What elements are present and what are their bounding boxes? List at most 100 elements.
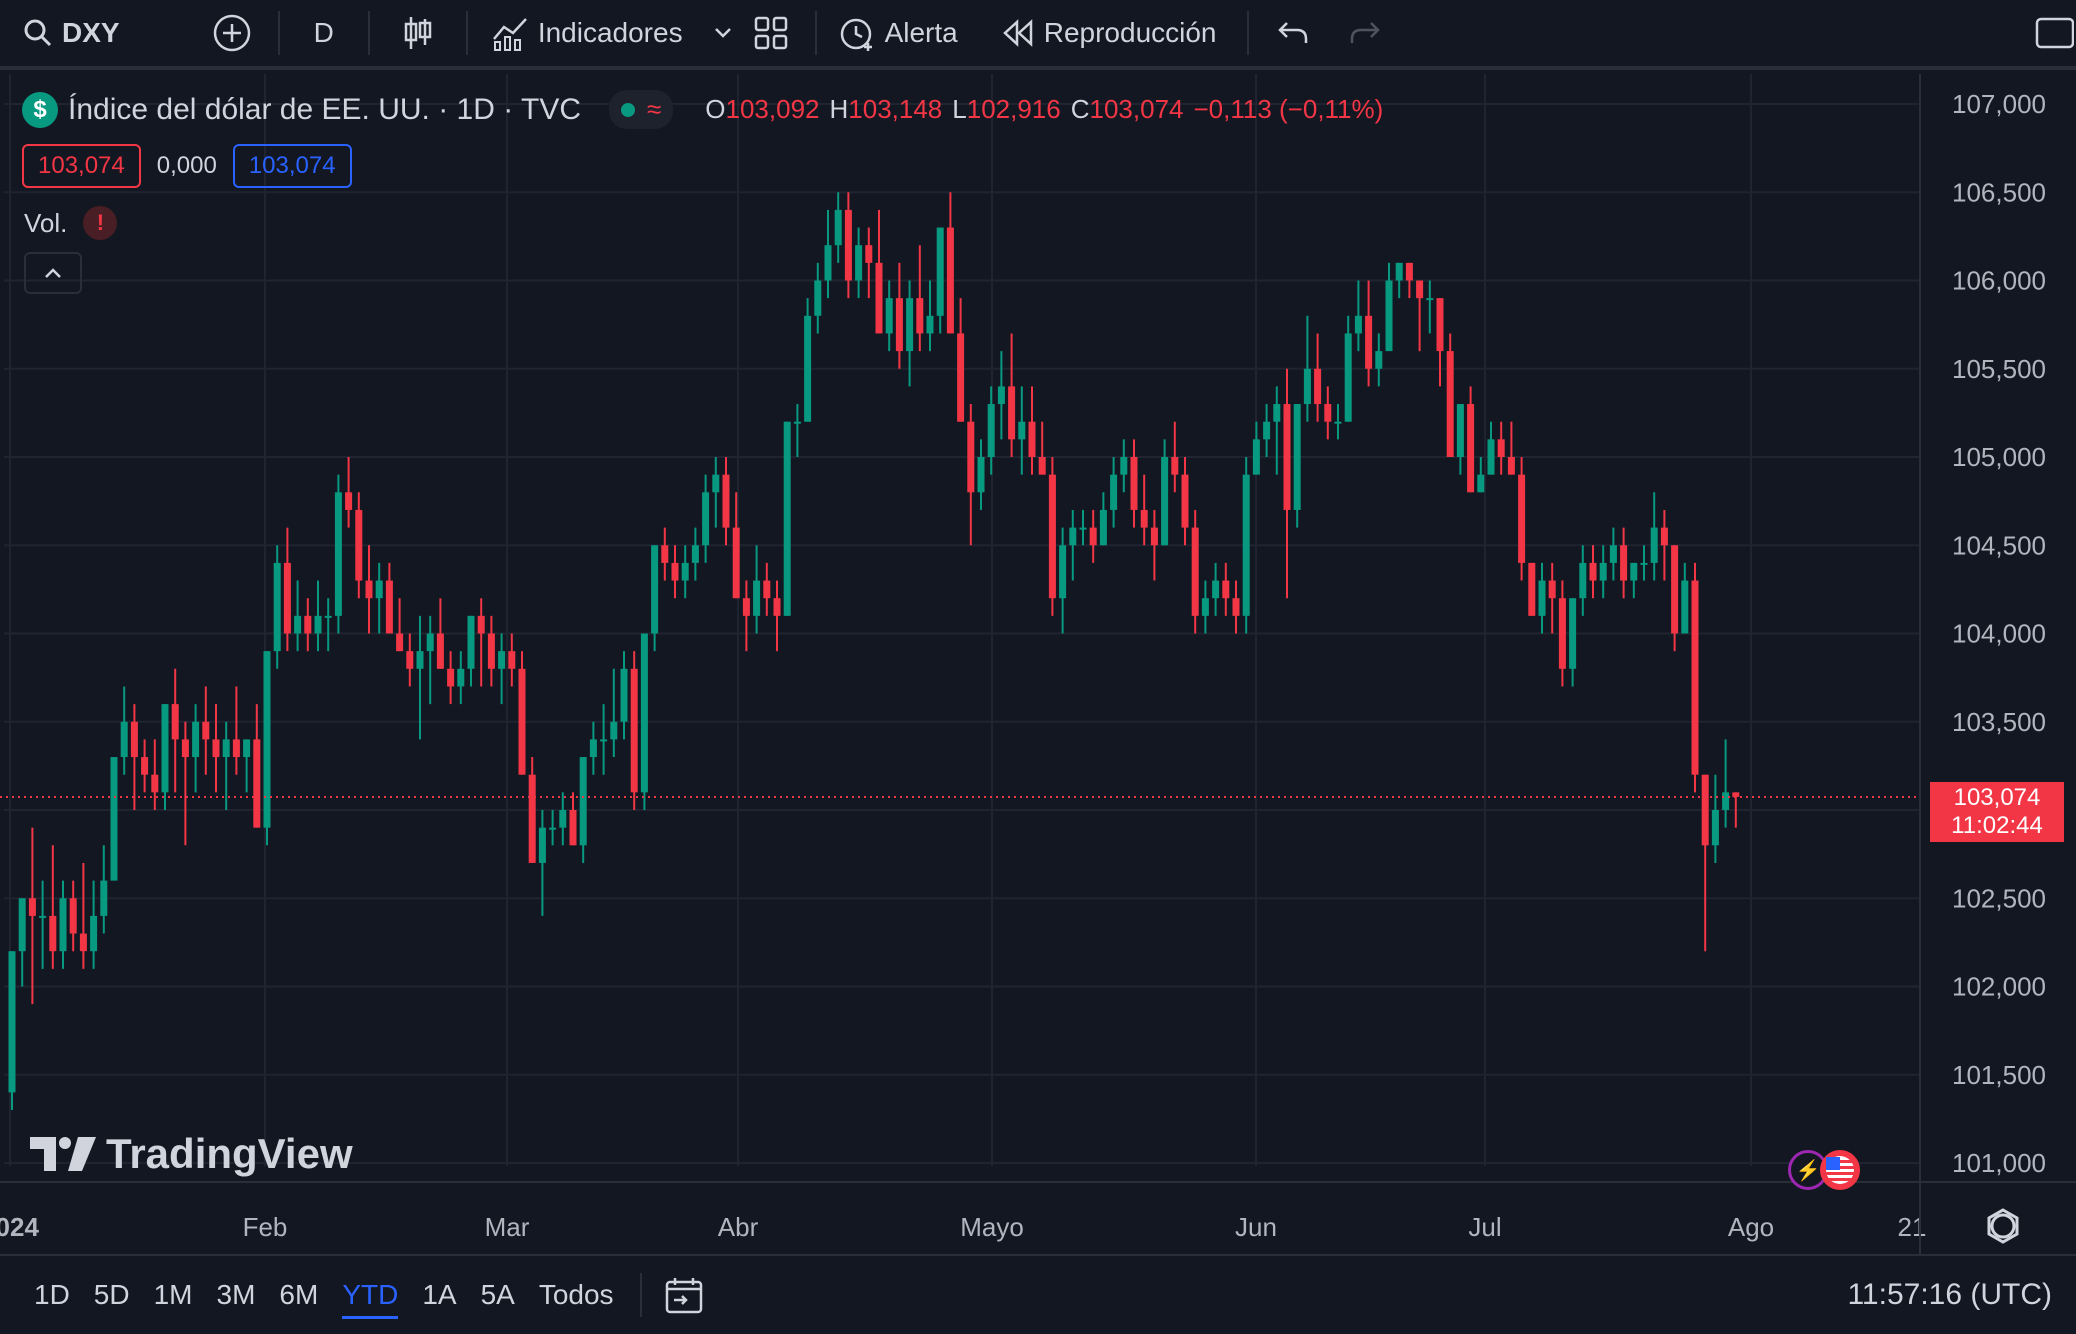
spread-value: 0,000 [156, 152, 217, 179]
chart-background [0, 74, 2076, 1254]
compare-button[interactable] [212, 0, 252, 68]
candle-body [1018, 421, 1026, 440]
market-open-dot-icon [621, 102, 635, 117]
market-status-pill[interactable]: ≈ [609, 90, 674, 129]
candle-body [1691, 580, 1699, 775]
alert-button[interactable]: Alerta [837, 0, 958, 68]
goto-date-button[interactable] [664, 1255, 704, 1334]
candle-body [1140, 509, 1148, 528]
candle-body [222, 739, 230, 758]
candle-body [1110, 474, 1118, 510]
candlestick-chart[interactable]: 107,000 106,500 106,000 105,500 105,000 104,5… [0, 74, 2076, 1254]
range-button-5a[interactable]: 5A [480, 1279, 515, 1310]
range-button-1a[interactable]: 1A [422, 1279, 457, 1310]
candle-body [1283, 404, 1291, 510]
candle-body [69, 898, 77, 934]
candle-body [773, 598, 781, 616]
warning-icon[interactable]: ! [83, 206, 118, 240]
sell-button[interactable]: 103,074 [22, 144, 141, 188]
candle-body [763, 580, 771, 599]
low-label: L [952, 94, 967, 124]
candle-body [1589, 562, 1597, 581]
x-axis-tick-label: 21 [1898, 1212, 1927, 1242]
x-axis-tick-label: Abr [718, 1212, 759, 1242]
candle-body [977, 457, 985, 493]
chart-pane[interactable]: 107,000 106,500 106,000 105,500 105,000 104,5… [0, 74, 2076, 1254]
indicators-icon [490, 13, 530, 53]
candle-body [141, 757, 149, 775]
candle-body [661, 545, 669, 563]
collapse-legend-button[interactable] [24, 252, 82, 294]
us-flag-event-icon[interactable] [1820, 1150, 1860, 1190]
candle-body [681, 562, 689, 581]
candle-body [181, 739, 189, 758]
candle-body [28, 898, 36, 916]
candle-body [243, 739, 251, 758]
chart-type-button[interactable] [398, 0, 438, 68]
top-toolbar: DXY D Indicadores Alerta [0, 0, 2076, 70]
range-button-todos[interactable]: Todos [538, 1279, 614, 1310]
candle-body [1038, 457, 1046, 475]
settings-gear-icon[interactable] [1990, 1213, 2016, 1239]
buy-button[interactable]: 103,074 [232, 144, 352, 188]
candle-body [161, 704, 169, 793]
candle-body [1181, 474, 1189, 528]
candle-body [39, 915, 47, 918]
close-label: C [1070, 94, 1090, 124]
candle-body [1569, 598, 1577, 669]
volume-label[interactable]: Vol. [24, 207, 68, 238]
symbol-title[interactable]: Índice del dólar de EE. UU. · 1D · TVC [68, 92, 581, 126]
y-axis-tick-label: 106,500 [1952, 177, 2046, 207]
tradingview-watermark: TradingView [30, 1130, 353, 1178]
candle-body [365, 580, 373, 599]
candle-body [110, 757, 118, 881]
undo-button[interactable] [1273, 0, 1313, 68]
chevron-down-icon [703, 13, 743, 53]
range-button-1d[interactable]: 1D [34, 1279, 70, 1310]
y-axis-tick-label: 102,000 [1952, 972, 2046, 1002]
symbol-search[interactable]: DXY [0, 0, 120, 68]
candle-body [1518, 474, 1526, 563]
candle-body [1120, 457, 1128, 475]
calendar-icon [664, 1275, 704, 1315]
y-axis-tick-label: 104,500 [1952, 530, 2046, 560]
candle-body [1273, 404, 1281, 422]
undo-icon [1273, 13, 1313, 53]
symbol-label: DXY [62, 17, 120, 48]
x-axis-tick-label: Mar [485, 1212, 530, 1242]
candle-body [926, 315, 934, 334]
candle-body [1548, 580, 1556, 599]
utc-clock[interactable]: 11:57:16 (UTC) [1847, 1278, 2052, 1311]
replay-button[interactable]: Reproducción [998, 0, 1217, 68]
interval-button[interactable]: D [313, 17, 334, 48]
fullscreen-button[interactable] [2034, 0, 2074, 68]
candle-body [610, 721, 618, 740]
candle-body [151, 774, 159, 793]
range-button-3m[interactable]: 3M [216, 1279, 256, 1310]
range-button-ytd[interactable]: YTD [330, 1255, 410, 1334]
candle-body [753, 580, 761, 616]
candle-body [702, 492, 710, 546]
candle-body [1446, 351, 1454, 457]
x-axis-tick-label: 2024 [0, 1212, 39, 1242]
range-button-6m[interactable]: 6M [279, 1279, 319, 1310]
templates-dropdown[interactable] [703, 0, 743, 68]
layout-button[interactable] [751, 0, 791, 68]
candle-body [436, 633, 444, 669]
redo-button[interactable] [1345, 0, 1385, 68]
candle-body [722, 474, 730, 528]
candle-body [192, 721, 200, 758]
candle-body [375, 580, 383, 599]
candle-body [844, 209, 852, 281]
range-button-1m[interactable]: 1M [153, 1279, 193, 1310]
range-button-5d[interactable]: 5D [93, 1279, 130, 1310]
candle-body [1640, 562, 1648, 565]
candle-body [130, 721, 138, 758]
indicators-button[interactable]: Indicadores [490, 0, 683, 68]
candle-body [1538, 580, 1546, 616]
candle-body [283, 562, 291, 634]
settings-gear-outline[interactable] [1987, 1208, 2019, 1244]
candle-body [59, 898, 67, 952]
candle-body [600, 739, 608, 742]
candle-body [906, 298, 914, 352]
